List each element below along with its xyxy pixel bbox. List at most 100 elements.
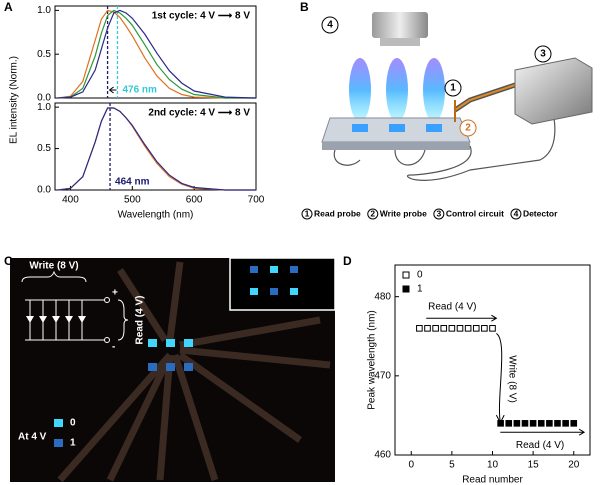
x-tick-label: 400 [62, 195, 79, 206]
legend-label: 0 [70, 418, 76, 429]
annotation-arrow [495, 332, 505, 424]
legend-label: Control circuit [446, 208, 504, 218]
callout [444, 79, 462, 97]
data-point [424, 325, 431, 332]
x-axis-label: Wavelength (nm) [118, 210, 194, 221]
callout-number: 4 [327, 20, 333, 31]
panel-label: B [300, 0, 309, 14]
x-tick-label: 700 [248, 195, 265, 206]
pixel [166, 339, 175, 347]
substrate-edge [322, 142, 470, 150]
legend-number: 2 [370, 208, 375, 218]
setup-diagram: 4 1 2 3 [321, 12, 593, 181]
callout-number: 3 [540, 49, 546, 60]
annotation: Read (4 V) [516, 440, 564, 451]
x-axis-label: Read number [462, 475, 523, 485]
annotation-arrow [500, 428, 586, 436]
y-tick-label: 0.5 [37, 143, 51, 154]
data-point [562, 420, 569, 427]
pixel [389, 124, 405, 132]
y-tick-label: 470 [374, 370, 391, 381]
legend-swatch [54, 439, 63, 447]
x-tick-label: 5 [449, 460, 455, 471]
y-tick-label: 1.0 [37, 102, 51, 113]
pixel [352, 124, 368, 132]
data-point [505, 420, 513, 427]
inset [229, 257, 336, 311]
legend-callout [433, 208, 445, 220]
brace [21, 270, 87, 283]
emission [349, 58, 371, 122]
pixel [250, 288, 258, 295]
y-tick-label: 480 [374, 291, 391, 302]
callout-number: 1 [450, 83, 456, 94]
annotation: Write (8 V) [506, 355, 517, 403]
panel-label: C [4, 254, 13, 268]
spectrum-line [58, 9, 256, 99]
y-tick-label: 460 [374, 450, 391, 461]
x-tick-label: 15 [528, 460, 540, 471]
spectrum-line [58, 9, 256, 99]
legend-label: 1 [70, 438, 76, 449]
panel-label: A [4, 0, 13, 14]
legend-label: Detector [523, 208, 558, 218]
spectrum-line [58, 107, 256, 191]
legend-label: 1 [417, 284, 423, 295]
legend-label: Read probe [314, 208, 361, 218]
write-label: Write (8 V) [29, 261, 78, 272]
control-box [514, 57, 593, 125]
y-axis-label: Peak wavelength (nm) [367, 310, 378, 410]
pixel [184, 339, 193, 347]
photo: Write (8 V) + - Read (4 V) At 4 V 0 1 [10, 257, 336, 483]
terminal [104, 297, 110, 303]
y-tick-label: 0.0 [37, 185, 51, 196]
data-point [529, 420, 537, 427]
annotation-arrow [426, 314, 498, 322]
data-point [416, 325, 423, 332]
x-tick-label: 500 [124, 195, 141, 206]
probe-cable [454, 84, 516, 111]
legend-callout [301, 208, 313, 220]
legend-marker [402, 271, 410, 279]
data-point [521, 420, 529, 427]
legend-title: At 4 V [18, 432, 47, 443]
probe-arm [57, 261, 331, 483]
chart-title: 2nd cycle: 4 V ⟶ 8 V [148, 108, 250, 119]
legend-callout [367, 208, 379, 220]
plot-frame [54, 102, 257, 191]
y-tick-label: 0.0 [37, 93, 51, 104]
callout [321, 16, 339, 34]
legend-label: Write probe [380, 208, 427, 218]
spectrum-line [58, 9, 257, 99]
chart-title: 1st cycle: 4 V ⟶ 8 V [152, 11, 251, 22]
data-point [554, 420, 561, 427]
terminal [104, 337, 110, 343]
data-point [489, 325, 496, 332]
data-point [546, 420, 553, 427]
data-point [513, 420, 521, 427]
diode [26, 316, 86, 323]
legend-callout [510, 208, 522, 220]
spectrum-line [58, 107, 256, 191]
reference-label: 464 nm [115, 177, 150, 188]
y-tick-label: 0.5 [37, 49, 51, 60]
callout [459, 119, 477, 137]
callout [534, 45, 552, 63]
data-point [448, 325, 456, 332]
legend-number: 3 [436, 208, 441, 218]
y-axis-label: EL intensity (Norm.) [9, 56, 20, 144]
detector-lens [380, 38, 420, 46]
legend-swatch [54, 419, 63, 427]
data-point [440, 325, 448, 332]
data-point [464, 325, 472, 332]
emission [423, 58, 445, 122]
y-tick-label: 1.0 [37, 5, 51, 16]
pixel [290, 266, 298, 273]
pixel [184, 363, 193, 371]
data-point [472, 325, 480, 332]
legend-label: 0 [417, 270, 423, 281]
data-point [497, 420, 504, 427]
pixel [290, 288, 298, 295]
data-point [537, 420, 545, 427]
